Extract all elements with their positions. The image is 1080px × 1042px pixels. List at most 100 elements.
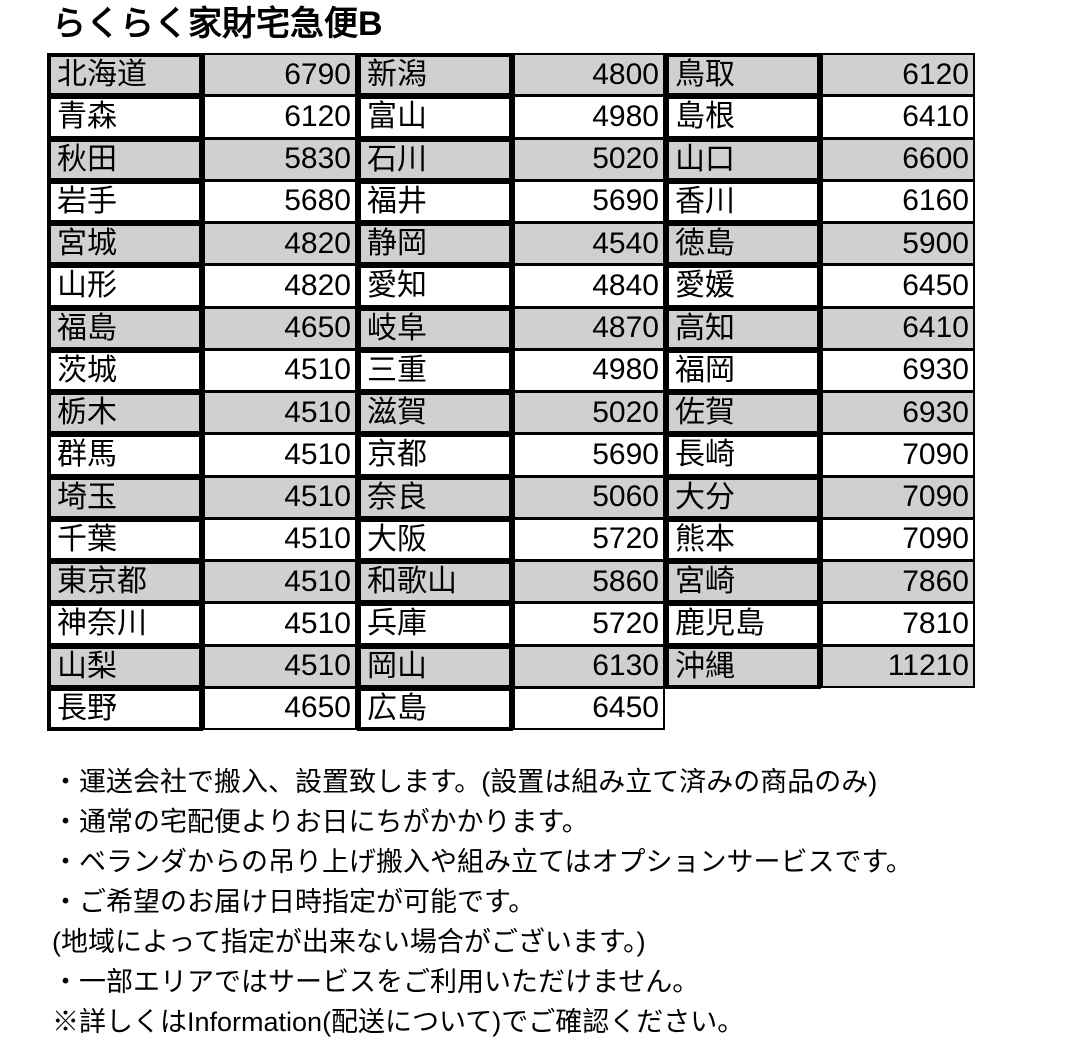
price: 6930 (821, 391, 975, 435)
price: 4980 (513, 95, 665, 139)
region-name: 東京都 (47, 560, 203, 605)
notes: ・運送会社で搬入、設置致します。(設置は組み立て済みの商品のみ) ・通常の宅配便よ… (52, 762, 1077, 1042)
note-line: ・運送会社で搬入、設置致します。(設置は組み立て済みの商品のみ) (52, 767, 878, 797)
price: 4510 (203, 475, 357, 519)
region-name: 神奈川 (47, 602, 203, 647)
price: 4800 (513, 53, 665, 97)
region-name: 山口 (665, 137, 821, 182)
note-line: ・通常の宅配便よりお日にちがかかります。 (52, 807, 589, 837)
region-name: 茨城 (47, 348, 203, 393)
price: 6160 (821, 179, 975, 223)
price: 6120 (203, 95, 357, 139)
price: 7090 (821, 517, 975, 561)
price: 6450 (513, 686, 665, 730)
price: 5830 (203, 137, 357, 181)
region-name: 京都 (357, 433, 513, 478)
price: 5690 (513, 433, 665, 477)
price: 6410 (821, 306, 975, 350)
region-name: 岐阜 (357, 306, 513, 351)
price-table: 北海道 6790 新潟 4800 鳥取 6120 青森 6120 富山 4980 島根 6410 秋田 5… (47, 53, 977, 731)
region-name: 岩手 (47, 179, 203, 224)
region-name: 奈良 (357, 475, 513, 520)
price: 5020 (513, 137, 665, 181)
region-name: 佐賀 (665, 391, 821, 436)
region-name: 兵庫 (357, 602, 513, 647)
region-name: 青森 (47, 95, 203, 140)
region-name: 滋賀 (357, 391, 513, 436)
region-name: 長野 (47, 686, 203, 731)
region-name: 山形 (47, 264, 203, 309)
price: 4840 (513, 264, 665, 308)
price: 5690 (513, 179, 665, 223)
region-name: 秋田 (47, 137, 203, 182)
price: 7810 (821, 602, 975, 646)
price: 6120 (821, 53, 975, 97)
region-name: 群馬 (47, 433, 203, 478)
region-name: 宮崎 (665, 560, 821, 605)
price: 6130 (513, 644, 665, 688)
region-name: 島根 (665, 95, 821, 140)
region-name: 広島 (357, 686, 513, 731)
price: 4980 (513, 348, 665, 392)
price: 6790 (203, 53, 357, 97)
price: 6930 (821, 348, 975, 392)
price: 4510 (203, 517, 357, 561)
price: 4820 (203, 264, 357, 308)
region-name: 埼玉 (47, 475, 203, 520)
price: 4510 (203, 602, 357, 646)
note-line: ※詳しくはInformation(配送について)でご確認ください。 (52, 1007, 745, 1037)
region-name: 大分 (665, 475, 821, 520)
region-name: 岡山 (357, 644, 513, 689)
region-name: 新潟 (357, 53, 513, 98)
note-line: ・ご希望のお届け日時指定が可能です。 (52, 887, 536, 917)
price: 4650 (203, 686, 357, 730)
price: 4510 (203, 348, 357, 392)
region-name: 山梨 (47, 644, 203, 689)
region-name: 徳島 (665, 222, 821, 267)
region-name: 静岡 (357, 222, 513, 267)
region-name: 鳥取 (665, 53, 821, 98)
price: 4650 (203, 306, 357, 350)
price: 5680 (203, 179, 357, 223)
region-name: 香川 (665, 179, 821, 224)
region-name: 沖縄 (665, 644, 821, 689)
region-name: 愛媛 (665, 264, 821, 309)
note-line: ・一部エリアではサービスをご利用いただけません。 (52, 967, 700, 997)
price: 5900 (821, 222, 975, 266)
price: 7860 (821, 560, 975, 604)
price: 6410 (821, 95, 975, 139)
region-name: 福岡 (665, 348, 821, 393)
price: 6450 (821, 264, 975, 308)
price: 6600 (821, 137, 975, 181)
price: 4510 (203, 391, 357, 435)
region-name: 高知 (665, 306, 821, 351)
region-name: 千葉 (47, 517, 203, 562)
price: 4510 (203, 560, 357, 604)
note-line: ・ベランダからの吊り上げ搬入や組み立てはオプションサービスです。 (52, 847, 913, 877)
region-name: 熊本 (665, 517, 821, 562)
price: 5020 (513, 391, 665, 435)
price: 4540 (513, 222, 665, 266)
price: 7090 (821, 475, 975, 519)
region-name: 長崎 (665, 433, 821, 478)
price: 4870 (513, 306, 665, 350)
price: 5720 (513, 602, 665, 646)
region-name: 栃木 (47, 391, 203, 436)
price: 4510 (203, 644, 357, 688)
region-name: 宮城 (47, 222, 203, 267)
region-name: 北海道 (47, 53, 203, 98)
price: 5060 (513, 475, 665, 519)
region-name: 富山 (357, 95, 513, 140)
note-line: (地域によって指定が出来ない場合がございます。) (52, 927, 646, 957)
price: 7090 (821, 433, 975, 477)
title: らくらく家財宅急便B (52, 5, 383, 43)
price: 11210 (821, 644, 975, 688)
region-name: 石川 (357, 137, 513, 182)
region-name: 鹿児島 (665, 602, 821, 647)
region-name: 大阪 (357, 517, 513, 562)
region-name: 愛知 (357, 264, 513, 309)
price: 5720 (513, 517, 665, 561)
price: 5860 (513, 560, 665, 604)
price: 4510 (203, 433, 357, 477)
